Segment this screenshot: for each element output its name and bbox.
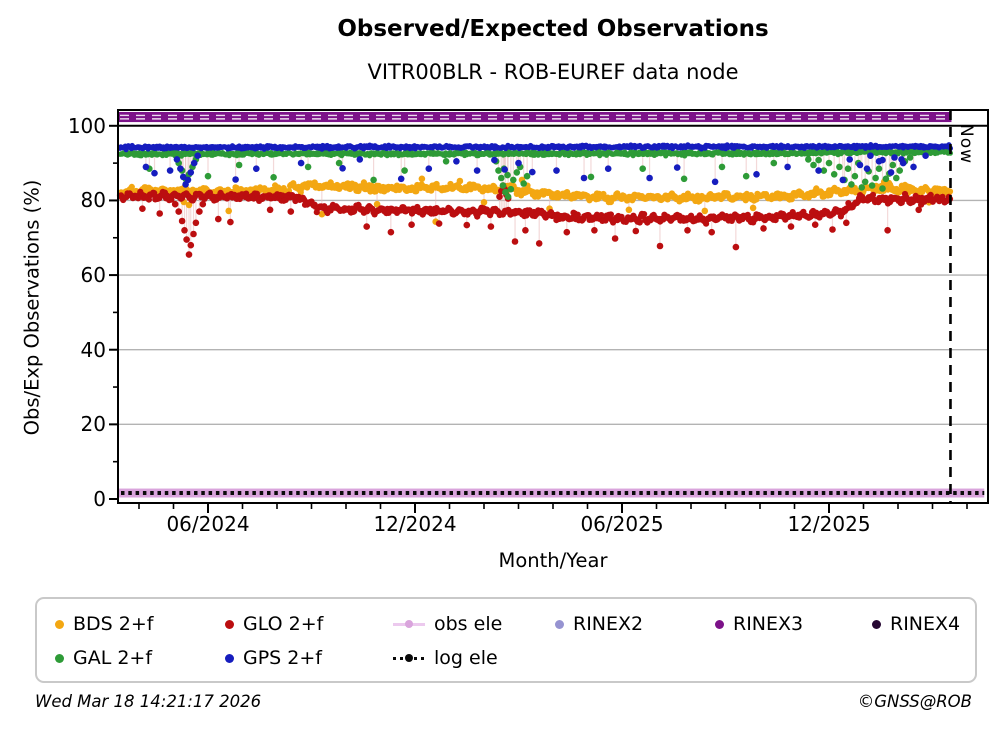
legend-item-log-ele: log ele (393, 647, 555, 669)
gal-2-f-marker-icon (55, 653, 64, 663)
x-tick-label: 12/2024 (373, 512, 457, 536)
legend-item-rinex4: RINEX4 (872, 613, 960, 635)
legend-label: log ele (434, 647, 498, 669)
rinex4-marker-icon (872, 619, 881, 629)
legend-item-glo-2-f: GLO 2+f (225, 613, 393, 635)
legend-item-rinex3: RINEX3 (715, 613, 872, 635)
bds-2-f-marker-icon (55, 619, 64, 629)
rinex2-marker-icon (555, 619, 564, 629)
x-tick-label: 12/2025 (787, 512, 871, 536)
legend-item-gps-2-f: GPS 2+f (225, 647, 393, 669)
x-tick-label: 06/2024 (166, 512, 250, 536)
legend-item-gal-2-f: GAL 2+f (55, 647, 225, 669)
legend-item-rinex2: RINEX2 (555, 613, 715, 635)
legend-label: GLO 2+f (243, 613, 324, 635)
legend-label: RINEX3 (733, 613, 804, 635)
y-tick-label: 80 (80, 188, 106, 213)
legend-label: GPS 2+f (243, 647, 322, 669)
legend-label: RINEX4 (890, 613, 961, 635)
x-tick-label: 06/2025 (580, 512, 664, 536)
page-subtitle: VITR00BLR - ROB-EUREF data node (367, 60, 739, 84)
log-ele-marker-icon (393, 653, 425, 662)
now-label: Now (956, 124, 976, 165)
x-axis-label: Month/Year (498, 549, 608, 572)
copyright: ©GNSS@ROB (857, 692, 972, 711)
legend-label: GAL 2+f (73, 647, 153, 669)
y-tick-label: 60 (80, 263, 106, 288)
legend-label: BDS 2+f (73, 613, 154, 635)
rinex3-marker-icon (715, 619, 724, 629)
legend-label: RINEX2 (573, 613, 644, 635)
legend-item-bds-2-f: BDS 2+f (55, 613, 225, 635)
y-tick-label: 40 (80, 337, 106, 362)
gps-2-f-marker-icon (225, 653, 234, 663)
timestamp: Wed Mar 18 14:21:17 2026 (35, 692, 262, 711)
page-title: Observed/Expected Observations (337, 16, 769, 42)
legend-item-obs-ele: obs ele (393, 613, 555, 635)
legend-label: obs ele (434, 613, 503, 635)
y-tick-label: 0 (93, 487, 106, 511)
y-tick-label: 20 (80, 412, 106, 437)
obs-ele-marker-icon (393, 619, 425, 628)
y-tick-label: 100 (67, 113, 106, 138)
legend: BDS 2+f GLO 2+f obs ele RINEX2 RINEX3 RINEX4 G… (35, 597, 977, 683)
glo-2-f-marker-icon (225, 619, 234, 629)
